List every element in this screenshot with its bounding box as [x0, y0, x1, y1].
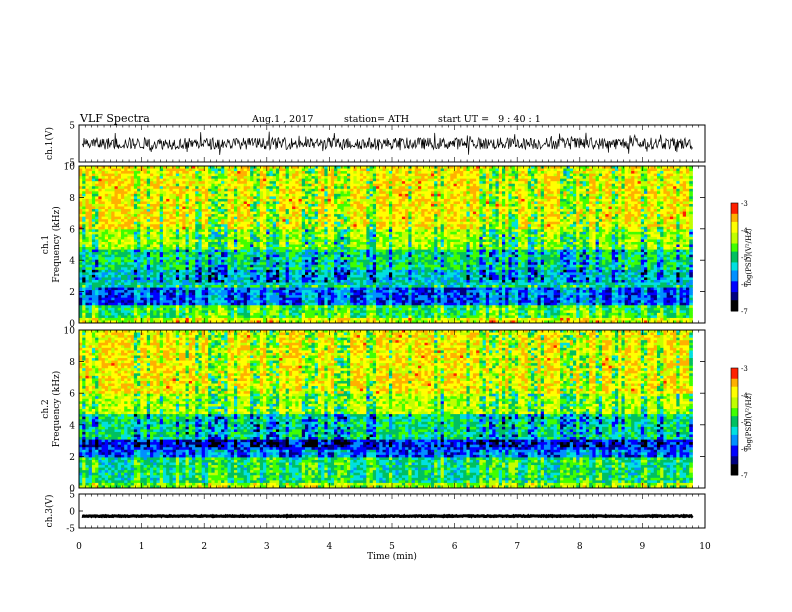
- ch1-waveform-ytick-label: -5: [66, 159, 75, 169]
- x-tick-label: 8: [577, 542, 583, 552]
- ch1-spectrogram-ylabel: ch.1: [41, 235, 51, 254]
- ch2-spectrogram-colorbar-label: log(PSD)(V²/Hz): [745, 393, 753, 450]
- x-tick-label: 6: [452, 542, 458, 552]
- x-tick-label: 1: [139, 542, 145, 552]
- ch1-spectrogram-image: [79, 166, 693, 323]
- ch1-spectrogram-colorbar-tick: -7: [741, 308, 748, 316]
- ch3-waveform-ylabel: ch.3(V): [44, 495, 55, 528]
- x-axis-label: Time (min): [367, 551, 417, 562]
- ch1-spectrogram-ylabel2: Frequency (kHz): [51, 206, 62, 283]
- ch3-waveform-trace: [82, 516, 693, 517]
- ch2-spectrogram-ytick-label: 2: [69, 453, 75, 463]
- ch3-waveform-frame: [79, 494, 705, 528]
- ch2-spectrogram-ytick-label: 4: [69, 421, 75, 431]
- x-tick-label: 7: [514, 542, 520, 552]
- ch3-waveform-ytick-label: 0: [69, 508, 75, 518]
- ch1-spectrogram-colorbar-tick: -3: [741, 200, 748, 208]
- ch2-spectrogram-colorbar-tick: -3: [741, 365, 748, 373]
- ch3-waveform-ytick-label: 5: [69, 491, 75, 501]
- x-tick-label: 4: [327, 542, 333, 552]
- ch2-spectrogram-ylabel: ch.2: [41, 399, 51, 418]
- ch3-waveform-ytick-label: -5: [66, 525, 75, 535]
- x-tick-label: 0: [76, 542, 82, 552]
- ch2-spectrogram-colorbar-tick: -7: [741, 472, 748, 480]
- ch2-spectrogram-ytick-label: 6: [69, 390, 75, 400]
- ch1-waveform-ylabel: ch.1(V): [44, 127, 55, 160]
- ch2-spectrogram-colorbar: [731, 368, 738, 476]
- ch2-spectrogram-ytick-label: 8: [69, 358, 75, 368]
- ch2-spectrogram-image: [79, 330, 693, 488]
- ch1-spectrogram-ytick-label: 6: [69, 225, 75, 235]
- ch1-spectrogram-ytick-label: 2: [69, 288, 75, 298]
- x-tick-label: 9: [640, 542, 646, 552]
- ch1-spectrogram-ytick-label: 4: [69, 257, 75, 267]
- ch1-waveform-trace: [82, 132, 693, 155]
- x-tick-label: 3: [264, 542, 270, 552]
- ch2-spectrogram-ylabel2: Frequency (kHz): [51, 371, 62, 448]
- x-tick-label: 10: [699, 542, 711, 552]
- ch1-waveform-ytick-label: 5: [69, 122, 75, 132]
- ch1-spectrogram-ytick-label: 8: [69, 194, 75, 204]
- ch2-spectrogram-ytick-label: 10: [64, 327, 76, 337]
- x-tick-label: 5: [389, 542, 395, 552]
- x-tick-label: 2: [201, 542, 207, 552]
- ch1-spectrogram-colorbar: [731, 203, 738, 312]
- ch1-spectrogram-colorbar-label: log(PSD)(V²/Hz): [745, 228, 753, 285]
